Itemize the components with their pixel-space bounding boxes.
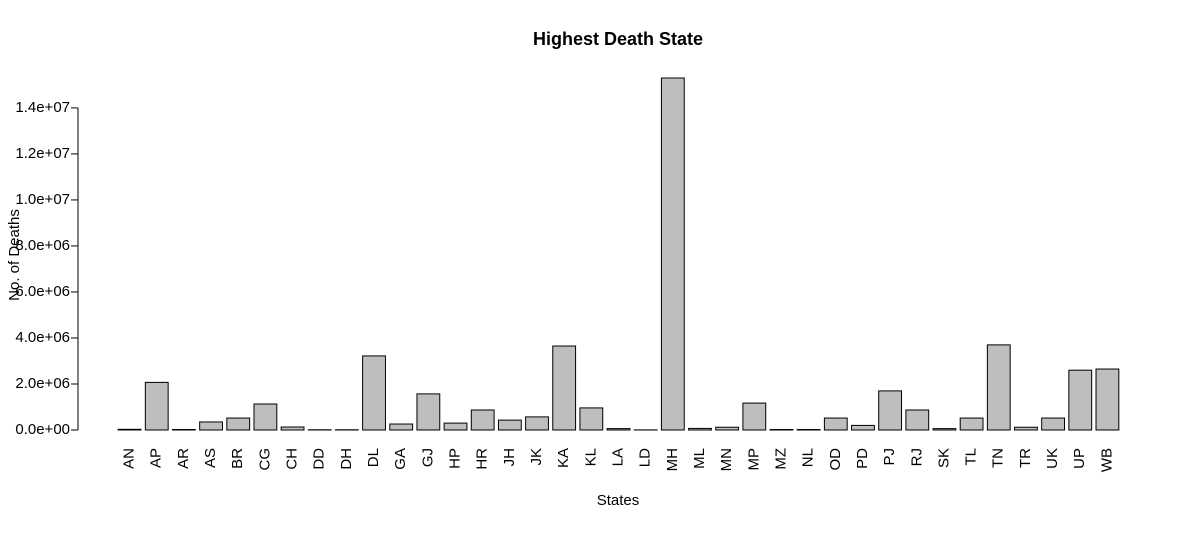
x-axis-label: States (597, 492, 640, 509)
bar (390, 424, 413, 430)
bar (852, 425, 875, 430)
bar (1042, 418, 1065, 430)
y-tick-label: 2.0e+06 (15, 375, 70, 392)
bar (444, 423, 467, 430)
bar (200, 422, 223, 430)
bar (580, 408, 603, 430)
x-tick-label: MZ (772, 448, 789, 470)
y-tick-label: 4.0e+06 (15, 329, 70, 346)
bar (879, 391, 902, 430)
x-tick-label: SK (935, 448, 952, 468)
bar (607, 429, 630, 430)
bar (1015, 427, 1038, 430)
bar (145, 382, 168, 430)
bar (689, 428, 712, 430)
bar (716, 427, 739, 430)
y-tick-label: 8.0e+06 (15, 237, 70, 254)
bar (254, 404, 277, 430)
y-tick-label: 1.0e+07 (15, 191, 70, 208)
x-tick-label: DL (365, 448, 382, 467)
x-tick-label: MH (664, 448, 681, 471)
y-tick-label: 1.4e+07 (15, 99, 70, 116)
x-tick-label: LD (637, 448, 654, 467)
x-tick-label: NL (800, 448, 817, 467)
x-tick-label: BR (229, 448, 246, 469)
x-tick-label: UK (1044, 448, 1061, 469)
chart-title: Highest Death State (533, 29, 703, 49)
x-tick-label: DD (311, 448, 328, 470)
bar (118, 429, 141, 430)
x-tick-label: WB (1098, 448, 1115, 472)
x-tick-label: HP (446, 448, 463, 469)
x-tick-label: RJ (908, 448, 925, 466)
bar (661, 78, 684, 430)
x-tick-label: KL (582, 448, 599, 466)
bar (553, 346, 576, 430)
x-tick-label: AS (202, 448, 219, 468)
x-tick-label: MN (718, 448, 735, 471)
x-tick-label: CG (256, 448, 273, 471)
bar (743, 403, 766, 430)
x-tick-label: UP (1071, 448, 1088, 469)
bar (1069, 370, 1092, 430)
x-tick-label: TN (990, 448, 1007, 468)
bar (824, 418, 847, 430)
x-tick-label: LA (609, 448, 626, 466)
x-tick-label: CH (284, 448, 301, 470)
x-tick-label: PJ (881, 448, 898, 466)
bar (498, 420, 521, 430)
y-tick-label: 1.2e+07 (15, 145, 70, 162)
bar (227, 418, 250, 430)
bar (281, 427, 304, 430)
x-tick-label: JK (528, 448, 545, 466)
bar (987, 345, 1010, 430)
x-tick-label: OD (827, 448, 844, 471)
x-tick-label: KA (555, 448, 572, 468)
x-tick-label: GA (392, 448, 409, 470)
x-tick-label: PD (854, 448, 871, 469)
bar (933, 429, 956, 430)
x-tick-label: AN (121, 448, 138, 469)
bar (417, 394, 440, 430)
bar (363, 356, 386, 430)
bar (1096, 369, 1119, 430)
x-tick-label: HR (474, 448, 491, 470)
x-tick-label: TL (963, 448, 980, 466)
x-tick-label: TR (1017, 448, 1034, 468)
x-tick-label: MP (745, 448, 762, 471)
y-tick-label: 6.0e+06 (15, 283, 70, 300)
x-tick-label: AP (148, 448, 165, 468)
y-tick-label: 0.0e+00 (15, 421, 70, 438)
x-tick-label: AR (175, 448, 192, 469)
x-tick-label: DH (338, 448, 355, 470)
bar (906, 410, 929, 430)
x-tick-label: JH (501, 448, 518, 466)
bar (471, 410, 494, 430)
bar (960, 418, 983, 430)
x-tick-label: ML (691, 448, 708, 469)
bar (526, 417, 549, 430)
x-tick-label: GJ (419, 448, 436, 467)
